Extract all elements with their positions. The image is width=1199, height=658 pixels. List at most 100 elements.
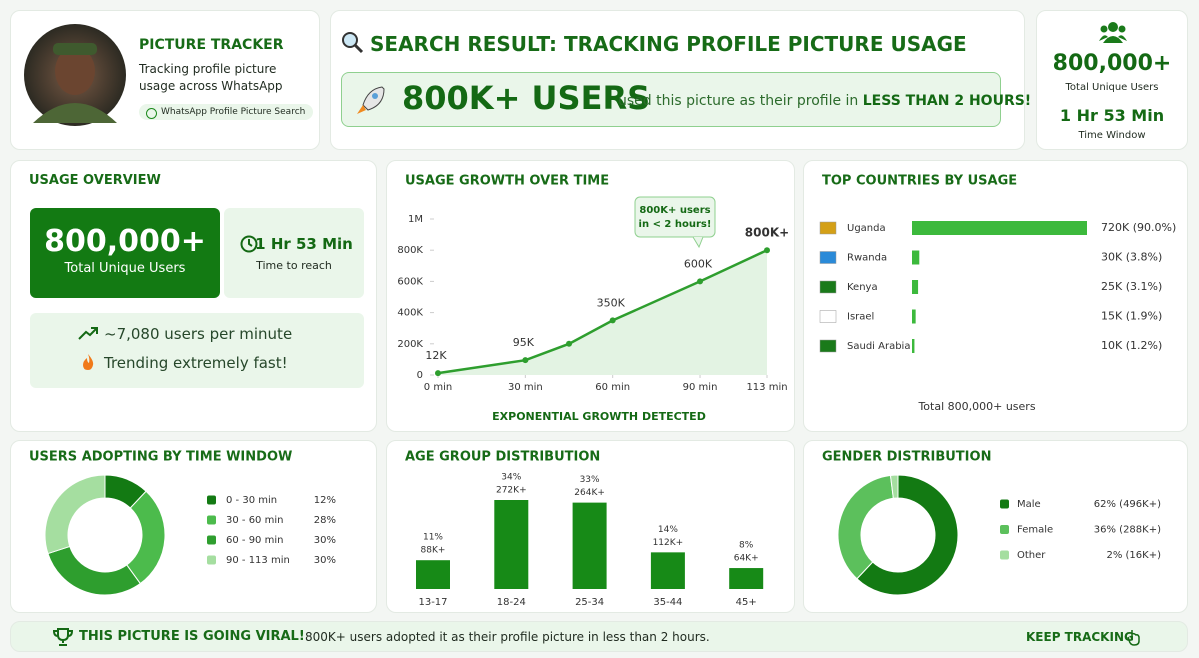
search-title: SEARCH RESULT: TRACKING PROFILE PICTURE … (370, 32, 967, 56)
chart-title: USERS ADOPTING BY TIME WINDOW (29, 450, 292, 465)
footer: THIS PICTURE IS GOING VIRAL! 800K+ users… (10, 621, 1188, 652)
data-label: 600K (684, 257, 713, 270)
bar (912, 221, 1087, 235)
bar (729, 568, 764, 589)
slice (47, 545, 141, 596)
legend-label: Other (1017, 550, 1046, 561)
y-tick-label: 400K (397, 308, 423, 319)
point (609, 317, 616, 324)
growth-card: USAGE GROWTH OVER TIME 0 200K 400K 600K 800K 1… (386, 160, 795, 432)
bar-chart: AGE GROUP DISTRIBUTION 11% 88K+ 13-17 34% 272… (405, 450, 764, 608)
users-icon (1099, 22, 1127, 43)
category-label: Uganda (847, 223, 886, 234)
legend-swatch (207, 515, 216, 525)
flag (819, 251, 837, 264)
footer-action[interactable]: KEEP TRACKING (1026, 630, 1134, 644)
users-box: 800,000+ Total Unique Users (30, 208, 220, 298)
data-label: 800K+ (745, 226, 789, 240)
point (697, 278, 704, 285)
headline-text: used this picture as their profile in LE… (618, 93, 1031, 109)
x-tick-label: 90 min (683, 382, 718, 393)
flag (819, 310, 837, 323)
subtitle: Tracking profile picture usage across Wh… (139, 62, 283, 93)
bar (912, 250, 920, 265)
data-label: 350K (597, 296, 626, 309)
slice (856, 474, 959, 596)
percent-label: 34% (501, 473, 521, 483)
time: 1 Hr 53 Min (1059, 106, 1165, 125)
data-label: 12K (425, 349, 447, 362)
category-label: Kenya (847, 282, 878, 293)
trend-icon (78, 327, 98, 340)
percent-label: 11% (423, 533, 443, 543)
category-label: Israel (847, 312, 874, 323)
y-tick-label: 600K (397, 276, 423, 287)
flag (819, 339, 837, 353)
data-label: 112K+ (653, 538, 684, 548)
x-tick-label: 0 min (424, 382, 452, 393)
overview-card: USAGE OVERVIEW 800,000+ Total Unique Use… (10, 160, 377, 432)
legend-label: 30 - 60 min (226, 515, 283, 526)
chart-title: AGE GROUP DISTRIBUTION (405, 450, 600, 465)
data-label: 25K (3.1%) (1101, 280, 1162, 293)
footer-title: THIS PICTURE IS GOING VIRAL! (79, 629, 305, 644)
hand-icon (1127, 630, 1140, 646)
users: 800,000+ (1052, 51, 1172, 76)
x-tick-label: 113 min (746, 382, 787, 393)
data-label: 64K+ (734, 554, 759, 564)
percent-label: 8% (739, 541, 754, 551)
bar (416, 560, 450, 589)
fire-icon (83, 354, 94, 370)
age-card: AGE GROUP DISTRIBUTION 11% 88K+ 13-17 34% 272… (386, 440, 795, 613)
data-label: 15K (1.9%) (1101, 310, 1162, 323)
y-tick-label: 200K (397, 339, 423, 350)
area (438, 250, 767, 375)
data-label: 30K (3.8%) (1101, 251, 1162, 264)
y-tick-label: 1M (408, 214, 423, 225)
y-tick-label: 0 (417, 370, 423, 381)
users: 800,000+ (44, 224, 206, 259)
overview-title: USAGE OVERVIEW (29, 173, 161, 188)
bar (912, 309, 916, 324)
text: used this picture as their profile in (618, 93, 859, 109)
trophy-icon (52, 628, 74, 646)
x-tick-label: 30 min (508, 382, 543, 393)
data-label: 272K+ (496, 486, 527, 496)
legend-swatch (1000, 550, 1009, 560)
point (522, 357, 529, 364)
time-label: Time to reach (256, 259, 332, 272)
legend-swatch (207, 495, 216, 505)
badge: WhatsApp Profile Picture Search (139, 104, 314, 120)
annotation-pointer (692, 236, 704, 249)
footer-text: 800K+ users adopted it as their profile … (305, 630, 710, 644)
legend-swatch (1000, 525, 1009, 534)
line (437, 249, 768, 375)
data-label: 10K (1.2%) (1101, 339, 1162, 352)
data-label: 12% (314, 495, 336, 506)
legend-swatch (207, 535, 216, 545)
data-label: 30% (314, 535, 336, 546)
y-tick-label: 800K (397, 245, 423, 256)
point (566, 340, 573, 347)
x-tick-label: 60 min (595, 382, 630, 393)
search-icon (342, 32, 364, 54)
line-chart: USAGE GROWTH OVER TIME 0 200K 400K 600K 800K 1… (397, 174, 789, 424)
category-label: 35-44 (653, 597, 682, 608)
rate: ~7,080 users per minute (104, 325, 293, 343)
data-label: 30% (314, 555, 336, 566)
rocket-icon (357, 86, 385, 114)
category-label: 13-17 (418, 597, 447, 608)
trend: Trending extremely fast! (104, 354, 288, 372)
time: 1 Hr 53 Min (255, 235, 353, 253)
bar (494, 500, 529, 589)
point (764, 247, 770, 254)
legend-label: Male (1017, 499, 1041, 510)
category-label: Saudi Arabia (847, 341, 910, 352)
annotation-box (634, 196, 716, 238)
data-label: 95K (513, 336, 535, 349)
percent-label: 14% (658, 525, 678, 535)
clock-icon (240, 235, 258, 253)
legend-label: 60 - 90 min (226, 535, 283, 546)
annotation: in < 2 hours! (639, 219, 712, 230)
